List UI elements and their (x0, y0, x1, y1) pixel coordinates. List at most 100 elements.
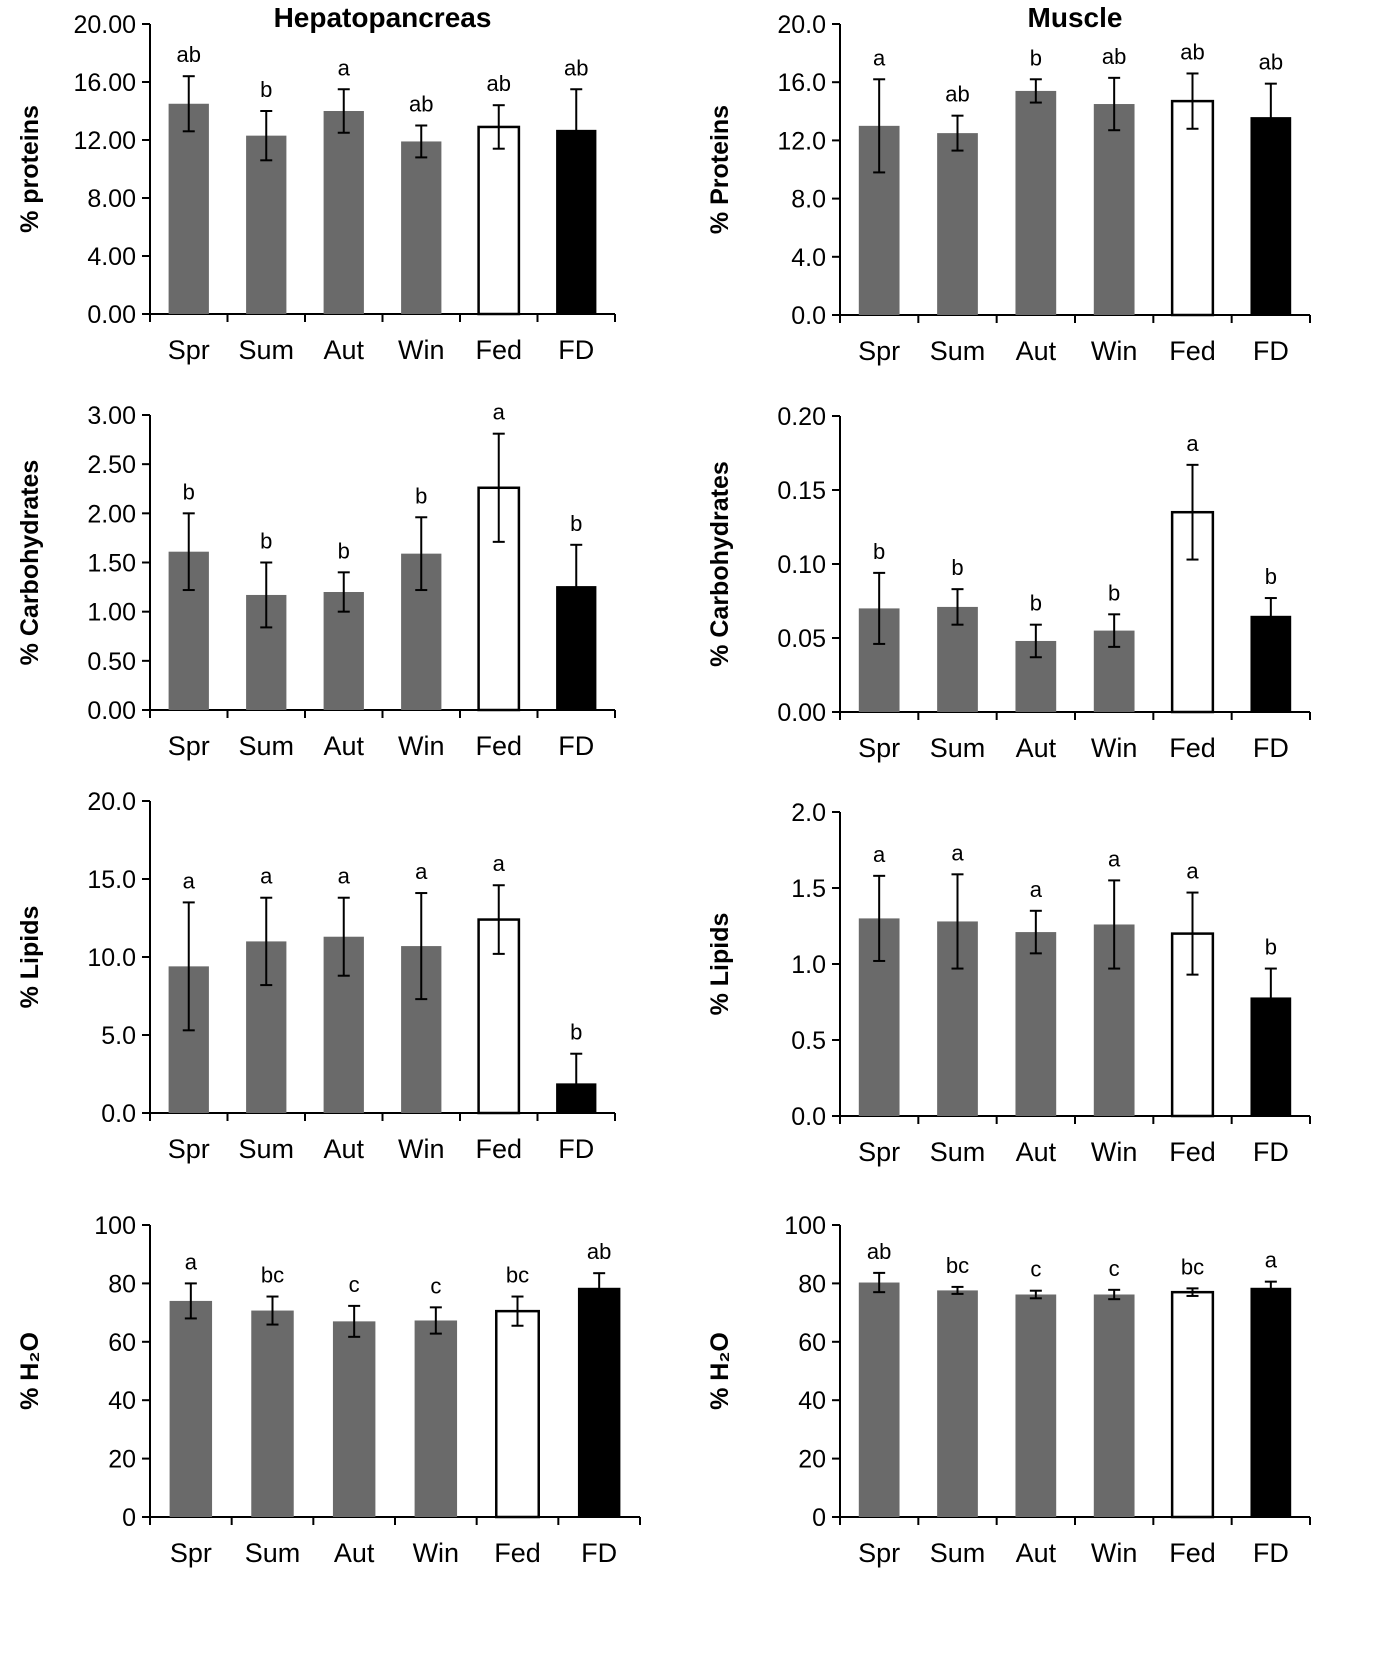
significance-label: ab (945, 82, 969, 107)
significance-label: a (1186, 859, 1199, 884)
y-tick-label: 60 (108, 1329, 136, 1357)
significance-label: ab (487, 71, 511, 96)
significance-label: a (1030, 877, 1043, 902)
category-label: Fed (475, 731, 522, 761)
significance-label: b (1030, 45, 1042, 70)
category-label: FD (1253, 1538, 1289, 1568)
category-label: Win (1091, 336, 1138, 366)
y-tick-label: 12.0 (777, 127, 826, 155)
y-tick-label: 8.0 (791, 186, 826, 214)
bar-fed (495, 1309, 540, 1519)
y-tick-label: 20 (798, 1446, 826, 1474)
y-tick-label: 20.00 (73, 11, 136, 39)
y-tick-label: 20.0 (777, 11, 826, 39)
y-axis-title: % H₂O (16, 1332, 44, 1410)
y-tick-label: 1.00 (87, 599, 136, 627)
significance-label: b (570, 511, 582, 536)
y-tick-label: 2.50 (87, 451, 136, 479)
y-tick-label: 20 (108, 1446, 136, 1474)
bar-aut (1015, 932, 1057, 1116)
y-tick-label: 16.0 (777, 69, 826, 97)
category-label: Aut (323, 1134, 364, 1164)
y-tick-label: 0.0 (101, 1100, 136, 1128)
significance-label: a (183, 868, 196, 893)
significance-label: a (338, 55, 351, 80)
category-label: Spr (168, 731, 210, 761)
y-tick-label: 1.0 (791, 951, 826, 979)
y-tick-label: 4.0 (791, 244, 826, 272)
significance-label: b (1108, 580, 1120, 605)
significance-label: ab (564, 55, 588, 80)
y-tick-label: 40 (108, 1387, 136, 1415)
y-axis-title: % Proteins (706, 105, 734, 234)
y-axis-title: % Lipids (16, 906, 44, 1009)
significance-label: a (260, 864, 273, 889)
category-label: FD (558, 1134, 594, 1164)
bar-win (1093, 104, 1135, 316)
category-label: Fed (1169, 336, 1216, 366)
y-tick-label: 100 (94, 1212, 136, 1240)
category-label: Win (398, 731, 445, 761)
significance-label: ab (867, 1239, 891, 1264)
category-label: FD (558, 731, 594, 761)
significance-label: ab (409, 92, 433, 117)
y-axis-title: % Carbohydrates (706, 461, 734, 667)
category-label: Aut (334, 1538, 375, 1568)
category-label: Win (398, 1134, 445, 1164)
significance-label: c (1109, 1256, 1120, 1281)
y-axis-title: % H₂O (706, 1332, 734, 1410)
significance-label: ab (587, 1239, 611, 1264)
significance-label: a (1265, 1248, 1278, 1273)
category-label: Win (1091, 733, 1138, 763)
category-label: Spr (168, 335, 210, 365)
y-tick-label: 0.5 (791, 1027, 826, 1055)
significance-label: b (260, 77, 272, 102)
y-tick-label: 4.00 (87, 243, 136, 271)
y-tick-label: 0.10 (777, 551, 826, 579)
category-label: Sum (238, 1134, 294, 1164)
y-tick-label: 0.50 (87, 648, 136, 676)
y-tick-label: 8.00 (87, 185, 136, 213)
significance-label: a (1186, 431, 1199, 456)
significance-label: a (1108, 846, 1121, 871)
y-tick-label: 0.05 (777, 625, 826, 653)
category-label: Fed (475, 335, 522, 365)
y-tick-label: 2.0 (791, 799, 826, 827)
significance-label: a (338, 864, 351, 889)
category-label: Aut (323, 731, 364, 761)
category-label: Sum (245, 1538, 301, 1568)
y-tick-label: 100 (784, 1212, 826, 1240)
y-tick-label: 0.0 (791, 302, 826, 330)
y-tick-label: 5.0 (101, 1022, 136, 1050)
significance-label: a (185, 1249, 198, 1274)
significance-label: b (1030, 591, 1042, 616)
y-tick-label: 16.00 (73, 69, 136, 97)
category-label: Aut (1016, 336, 1057, 366)
significance-label: a (415, 859, 428, 884)
bar-fed (477, 125, 521, 316)
category-label: Sum (930, 733, 986, 763)
y-axis-title: % proteins (16, 105, 44, 233)
y-tick-label: 0.00 (87, 697, 136, 725)
y-axis-title: % Lipids (706, 913, 734, 1016)
chart-panel-2: 0.00 0.50 1.00 1.50 2.00 2.50 3.00 b Spr b Sum b Aut… (16, 400, 616, 761)
category-label: Sum (238, 731, 294, 761)
bar-aut (323, 111, 364, 314)
significance-label: c (1030, 1257, 1041, 1282)
significance-label: b (183, 479, 195, 504)
category-label: Sum (930, 1137, 986, 1167)
significance-label: b (1265, 564, 1277, 589)
significance-label: b (951, 555, 963, 580)
category-label: FD (1253, 733, 1289, 763)
significance-label: b (260, 529, 272, 554)
chart-panel-4: 0.0 5.0 10.0 15.0 20.0 a Spr a Sum a Aut a Win a Fed b F… (16, 788, 616, 1164)
bar-spr (858, 1282, 900, 1517)
category-label: FD (1253, 1137, 1289, 1167)
significance-label: bc (946, 1253, 969, 1278)
y-tick-label: 0.15 (777, 477, 826, 505)
bar-sum (246, 135, 287, 314)
category-label: FD (581, 1538, 617, 1568)
chart-panel-7: 0 20 40 60 80 100 ab Spr bc Sum c Aut c Win bc Fed a FD % … (706, 1212, 1311, 1568)
category-label: Spr (858, 1538, 900, 1568)
bar-fed (1170, 1290, 1215, 1519)
